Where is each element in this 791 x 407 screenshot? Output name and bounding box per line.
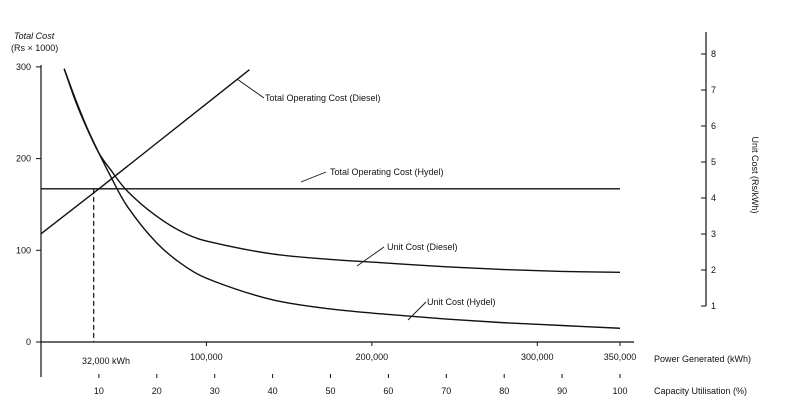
left-axis-title-line2: (Rs × 1000)	[11, 43, 58, 53]
right-tick-label-1: 1	[711, 301, 716, 311]
right-tick-label-7: 7	[711, 85, 716, 95]
right-tick-label-4: 4	[711, 193, 716, 203]
capacity-tick-label-30: 30	[210, 386, 220, 396]
label-total-hydel: Total Operating Cost (Hydel)	[330, 167, 444, 177]
capacity-tick-label-70: 70	[441, 386, 451, 396]
right-tick-label-6: 6	[711, 121, 716, 131]
left-tick-label-0: 0	[26, 337, 31, 347]
capacity-tick-label-40: 40	[268, 386, 278, 396]
right-tick-label-5: 5	[711, 157, 716, 167]
power-tick-label-100,000: 100,000	[190, 352, 223, 362]
leader-unit-diesel	[356, 246, 385, 267]
right-axis-title: Unit Cost (Rs/kWh)	[750, 136, 760, 213]
power-axis-label: Power Generated (kWh)	[654, 354, 751, 364]
series-total-operating-cost-diesel	[40, 69, 250, 235]
left-tick-label-300: 300	[16, 62, 31, 72]
right-tick-label-2: 2	[711, 265, 716, 275]
power-tick-label-200,000: 200,000	[356, 352, 389, 362]
leader-total-diesel	[236, 78, 265, 99]
right-tick-label-8: 8	[711, 49, 716, 59]
label-unit-hydel: Unit Cost (Hydel)	[427, 297, 496, 307]
capacity-tick-label-50: 50	[325, 386, 335, 396]
left-tick-label-100: 100	[16, 245, 31, 255]
capacity-tick-label-90: 90	[557, 386, 567, 396]
right-tick-label-3: 3	[711, 229, 716, 239]
power-tick-label-350,000: 350,000	[604, 352, 637, 362]
capacity-tick-label-60: 60	[383, 386, 393, 396]
capacity-tick-label-100: 100	[612, 386, 627, 396]
left-axis-title-line1: Total Cost	[14, 31, 55, 41]
leader-total-hydel	[300, 171, 327, 183]
capacity-tick-label-20: 20	[152, 386, 162, 396]
label-32000-kwh: 32,000 kWh	[82, 356, 130, 366]
series-unit-cost-hydel	[63, 68, 621, 329]
label-unit-diesel: Unit Cost (Diesel)	[387, 242, 458, 252]
power-tick-label-300,000: 300,000	[521, 352, 554, 362]
label-total-diesel: Total Operating Cost (Diesel)	[265, 93, 381, 103]
capacity-tick-label-80: 80	[499, 386, 509, 396]
capacity-axis-label: Capacity Utilisation (%)	[654, 386, 747, 396]
capacity-tick-label-10: 10	[94, 386, 104, 396]
left-tick-label-200: 200	[16, 154, 31, 164]
leader-unit-hydel	[407, 301, 427, 321]
